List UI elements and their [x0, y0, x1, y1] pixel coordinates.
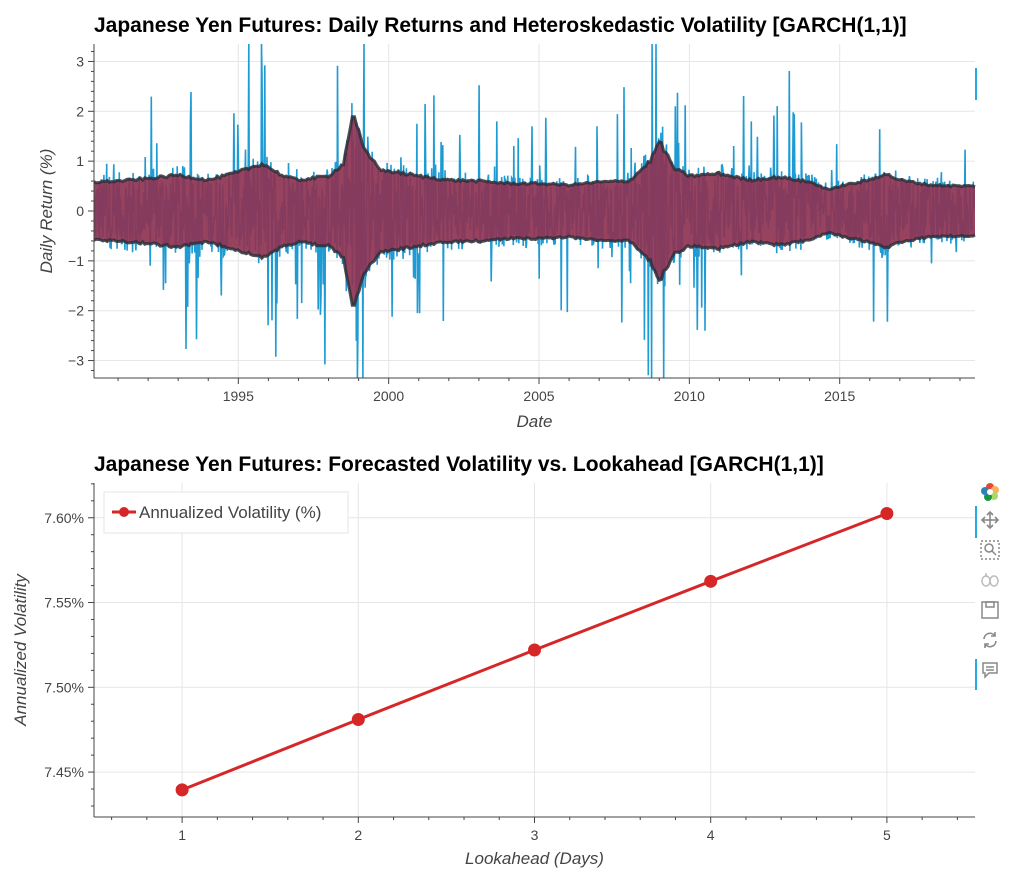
hover-icon[interactable]	[978, 658, 1002, 682]
x-tick-label: 1	[178, 827, 186, 843]
y-tick-label: 2	[76, 103, 84, 119]
volatility-forecast-series	[175, 507, 894, 797]
x-tick-label: 2015	[824, 388, 855, 404]
grid	[94, 44, 975, 378]
forecast-point	[175, 783, 189, 797]
volatility-band	[93, 115, 976, 307]
y-tick-label: −3	[68, 353, 84, 369]
volatility-upper-line	[93, 115, 976, 192]
x-tick-label: 2	[354, 827, 362, 843]
axes: 1 2 3 4 5 7.60% 7.55% 7.50% 7.45%	[44, 483, 977, 843]
y-tick-label: −1	[68, 253, 84, 269]
y-tick-label: 0	[76, 203, 84, 219]
save-icon[interactable]	[978, 598, 1002, 622]
x-tick-label: 1995	[223, 388, 254, 404]
chart-title-returns: Japanese Yen Futures: Daily Returns and …	[94, 14, 907, 37]
x-tick-label: 2000	[373, 388, 404, 404]
x-tick-label: 3	[531, 827, 539, 843]
legend: Annualized Volatility (%)	[103, 491, 349, 534]
x-tick-label: 5	[883, 827, 891, 843]
axes: 1995 2000 2005 2010 2015 3 2 1 0 −1 −2 −3	[68, 44, 977, 404]
x-tick-label: 4	[707, 827, 715, 843]
forecast-chart[interactable]: 1 2 3 4 5 7.60% 7.55% 7.50% 7.45% Annualized Vol…	[0, 440, 1010, 876]
forecast-point	[880, 507, 894, 521]
volatility-lower-line	[93, 230, 976, 307]
y-tick-label: 1	[76, 153, 84, 169]
y-tick-label: 3	[76, 53, 84, 69]
y-axis-label: Annualized Volatility	[11, 573, 30, 727]
chart-title-forecast: Japanese Yen Futures: Forecasted Volatil…	[94, 453, 824, 476]
legend-box	[103, 491, 349, 534]
volatility-band-fill	[94, 116, 975, 306]
pan-icon[interactable]	[978, 508, 1002, 532]
legend-label: Annualized Volatility (%)	[139, 503, 321, 522]
y-tick-label: 7.60%	[44, 510, 84, 526]
y-tick-label: 7.50%	[44, 679, 84, 695]
box-zoom-icon[interactable]	[978, 538, 1002, 562]
x-tick-label: 2005	[523, 388, 554, 404]
x-axis-label: Lookahead (Days)	[465, 849, 604, 868]
x-axis-label: Date	[517, 412, 553, 431]
returns-chart[interactable]: 1995 2000 2005 2010 2015 3 2 1 0 −1 −2 −3 Date Dail…	[0, 0, 1010, 440]
legend-marker-swatch	[119, 507, 129, 517]
reset-icon[interactable]	[978, 628, 1002, 652]
y-tick-label: 7.45%	[44, 764, 84, 780]
forecast-point	[528, 643, 541, 657]
y-tick-label: 7.55%	[44, 595, 84, 611]
y-tick-label: −2	[68, 303, 84, 319]
x-tick-label: 2010	[674, 388, 705, 404]
wheel-zoom-icon[interactable]	[978, 568, 1002, 592]
forecast-point	[704, 574, 718, 588]
y-axis-label: Daily Return (%)	[37, 149, 56, 274]
forecast-point	[351, 713, 365, 727]
bokeh-logo-icon[interactable]	[978, 480, 1002, 504]
